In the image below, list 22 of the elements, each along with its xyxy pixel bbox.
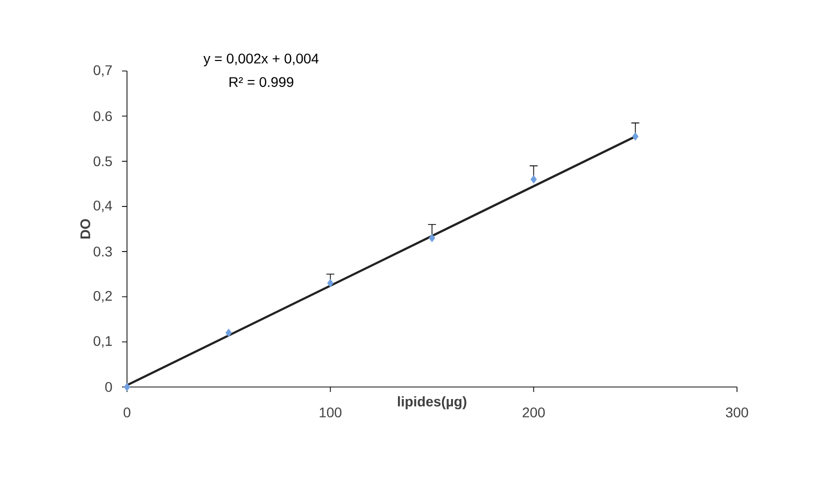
point <box>225 328 232 338</box>
x-tick-label: 300 <box>726 408 748 418</box>
point <box>530 175 537 184</box>
y-tick-label: 0,7 <box>94 65 112 77</box>
x-axis-title: lipides(µg) <box>398 396 466 410</box>
y-tick-label: 0.6 <box>94 111 112 122</box>
x-tick-label: 200 <box>522 408 545 418</box>
text: y = 0,002x + 0,004 <box>203 54 319 66</box>
annotation: R² = 0.999 <box>230 77 294 88</box>
y-tick-label: 0.3 <box>94 246 112 257</box>
y-tick-label: 0.5 <box>94 156 112 166</box>
y-tick-label: 0,2 <box>94 290 112 302</box>
x-tick-label: 100 <box>320 408 342 418</box>
point <box>327 278 334 288</box>
y-tick-label: 0,4 <box>94 200 112 212</box>
y-tick-label: 0 <box>105 382 112 392</box>
x-tick-label: 0 <box>124 408 130 418</box>
point <box>428 234 436 242</box>
y-axis-title: DO <box>80 219 90 239</box>
point <box>632 132 639 141</box>
point <box>124 382 130 392</box>
y-tick-label: 0,1 <box>94 336 112 348</box>
